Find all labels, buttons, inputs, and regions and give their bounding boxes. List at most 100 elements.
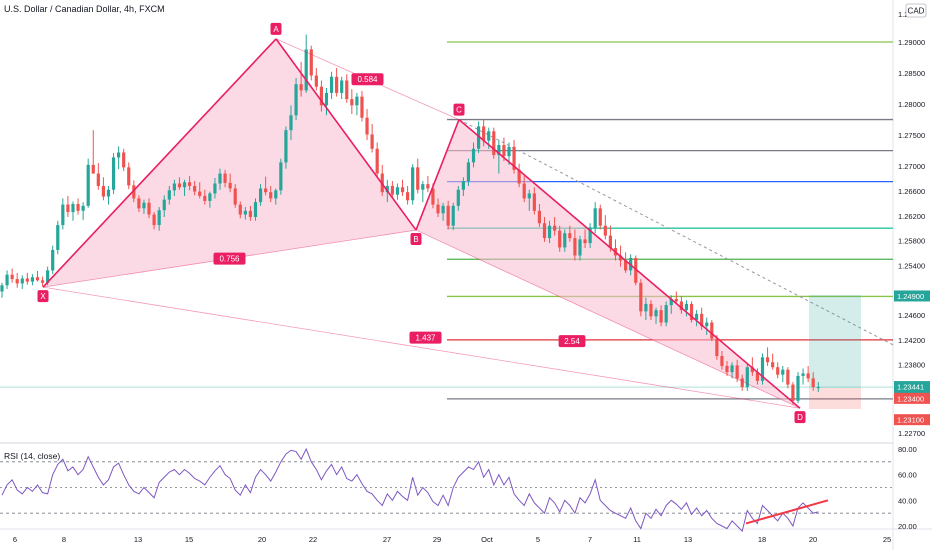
candle-body bbox=[218, 173, 222, 184]
candle-body bbox=[608, 235, 612, 249]
position-profit-zone[interactable] bbox=[809, 295, 861, 388]
pattern-point-x-tag[interactable] bbox=[37, 290, 49, 303]
candle-body bbox=[568, 233, 572, 239]
candle-body bbox=[745, 367, 749, 388]
ratio-line-bd[interactable] bbox=[415, 229, 801, 409]
price-tick-label: 1.29000 bbox=[898, 38, 925, 47]
candle-body bbox=[56, 225, 60, 250]
candle-body bbox=[816, 387, 820, 389]
position-loss-zone[interactable] bbox=[809, 388, 861, 409]
pattern-lines-group[interactable]: X A B C D 0.584 0.756 1.437 2.54 bbox=[37, 22, 806, 424]
candle-body bbox=[689, 303, 694, 321]
candle-body bbox=[66, 204, 70, 213]
candle-body bbox=[162, 199, 166, 211]
candle-body bbox=[96, 173, 100, 186]
rsi-label[interactable]: RSI (14, close) bbox=[4, 451, 60, 461]
candle-body bbox=[659, 310, 663, 323]
candle-body bbox=[400, 187, 405, 193]
symbol-title[interactable]: U.S. Dollar / Canadian Dollar, 4h, FXCM bbox=[4, 4, 165, 14]
currency-badge-frame[interactable] bbox=[905, 3, 927, 18]
candle-body bbox=[705, 322, 709, 327]
candle-body bbox=[269, 192, 273, 199]
price-tick-label: 1.24600 bbox=[898, 311, 925, 320]
pattern-point-b-tag[interactable] bbox=[410, 233, 422, 246]
ratio-label: 2.54 bbox=[564, 337, 580, 346]
candle-body bbox=[451, 205, 455, 226]
candle-body bbox=[264, 188, 268, 193]
candle-body bbox=[324, 92, 329, 106]
candle-body bbox=[760, 357, 765, 381]
candle-body bbox=[299, 84, 303, 91]
candle-body bbox=[20, 278, 24, 284]
pattern-triangle-bcd[interactable] bbox=[416, 119, 800, 409]
price-tick-label: 1.22700 bbox=[898, 429, 925, 438]
time-tick-label: 11 bbox=[633, 535, 641, 544]
candle-body bbox=[471, 148, 476, 163]
time-tick-label: 6 bbox=[13, 535, 17, 544]
candle-body bbox=[421, 184, 425, 190]
candle-body bbox=[279, 162, 283, 191]
price-tick-label: 1.27500 bbox=[898, 131, 925, 140]
pattern-point-d: D bbox=[797, 413, 803, 422]
candle-body bbox=[740, 378, 744, 388]
pattern-point-d-tag[interactable] bbox=[794, 411, 806, 424]
candle-body bbox=[532, 193, 536, 211]
xabcd-pattern-group[interactable] bbox=[43, 38, 800, 409]
candle-body bbox=[30, 277, 35, 282]
leg-xa[interactable] bbox=[42, 38, 277, 288]
candle-body bbox=[771, 362, 775, 368]
candle-body bbox=[274, 190, 278, 199]
candle-body bbox=[35, 277, 40, 281]
price-tag-value: 1.24900 bbox=[897, 292, 924, 301]
pattern-point-c-tag[interactable] bbox=[453, 103, 465, 116]
time-tick-label: 13 bbox=[134, 535, 142, 544]
position-tool-group[interactable] bbox=[809, 295, 861, 409]
candle-body bbox=[654, 310, 658, 317]
candle-body bbox=[132, 185, 136, 199]
ratio-tag[interactable] bbox=[213, 252, 246, 265]
ratio-tag[interactable] bbox=[558, 335, 586, 348]
price-tick-label: 1.27000 bbox=[898, 162, 925, 171]
candle-body bbox=[492, 131, 496, 155]
candle-body bbox=[329, 76, 334, 93]
candle-body bbox=[15, 279, 19, 284]
candle-body bbox=[253, 202, 258, 218]
candle-body bbox=[806, 373, 810, 379]
price-tick-label: 1.23800 bbox=[898, 361, 925, 370]
candle-body bbox=[76, 203, 80, 211]
candle-body bbox=[634, 257, 638, 283]
candle-body bbox=[679, 301, 683, 311]
rsi-line[interactable] bbox=[1, 447, 819, 533]
candle-body bbox=[340, 80, 344, 93]
candle-body bbox=[436, 204, 440, 214]
candles-group bbox=[0, 34, 820, 405]
leg-bc[interactable] bbox=[415, 119, 460, 231]
ratio-line-xd[interactable] bbox=[42, 286, 801, 409]
time-tick-label: 22 bbox=[309, 535, 317, 544]
candle-body bbox=[664, 305, 668, 323]
candle-body bbox=[81, 205, 85, 211]
candle-body bbox=[558, 230, 562, 248]
time-tick-label: 25 bbox=[883, 535, 891, 544]
candle-body bbox=[684, 303, 689, 311]
pattern-point-a-tag[interactable] bbox=[270, 22, 282, 35]
candle-body bbox=[573, 238, 577, 256]
candle-body bbox=[715, 338, 719, 357]
ratio-tag[interactable] bbox=[351, 73, 384, 86]
ratio-tag[interactable] bbox=[409, 331, 442, 344]
leg-cd[interactable] bbox=[458, 118, 801, 409]
candle-body bbox=[497, 145, 501, 155]
rsi-divergence-line[interactable] bbox=[745, 499, 829, 525]
price-tick-label: 1.26600 bbox=[898, 187, 925, 196]
time-tick-label: 29 bbox=[433, 535, 441, 544]
candle-body bbox=[694, 313, 699, 321]
leg-ab[interactable] bbox=[275, 38, 417, 231]
pattern-triangle-xab[interactable] bbox=[43, 38, 416, 288]
time-tick-label: 18 bbox=[758, 535, 766, 544]
candle-body bbox=[193, 185, 197, 192]
candle-body bbox=[187, 182, 192, 186]
candle-body bbox=[406, 192, 410, 201]
time-tick-label: 7 bbox=[588, 535, 592, 544]
